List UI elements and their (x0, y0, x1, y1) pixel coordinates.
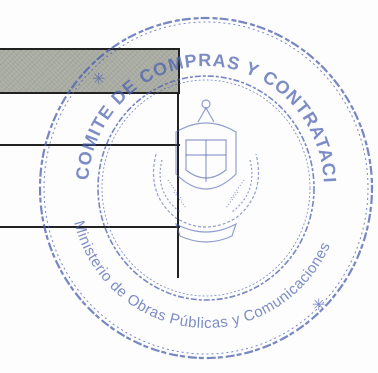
table-column-divider (177, 92, 179, 146)
seal-top-text: COMITE DE COMPRAS Y CONTRATACIONES (36, 4, 340, 184)
table-fragment (0, 48, 180, 278)
table-column-divider (177, 228, 179, 278)
star-icon: ✳ (312, 297, 325, 314)
star-icon: ✳ (92, 71, 105, 88)
coat-of-arms-icon (152, 99, 260, 243)
official-seal: COMITE DE COMPRAS Y CONTRATACIONES Minis… (36, 4, 374, 360)
seal-bottom-text: Ministerio de Obras Públicas y Comunicac… (70, 219, 334, 332)
table-column-divider (177, 146, 179, 226)
table-row-divider (0, 226, 180, 228)
table-shaded-row (0, 48, 180, 94)
table-row-divider (0, 144, 180, 146)
